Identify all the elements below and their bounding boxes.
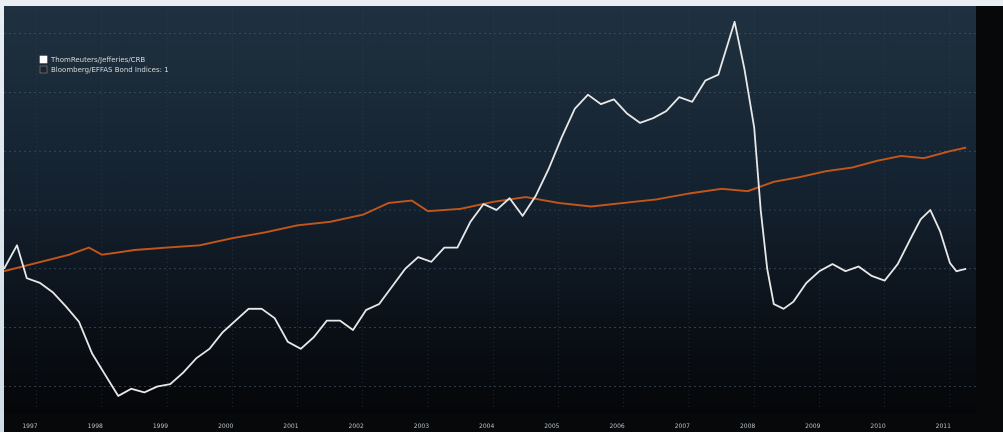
x-tick-label: 2008 xyxy=(740,423,755,430)
legend-label: ThomReuters/Jefferies/CRB xyxy=(50,56,145,64)
legend: ThomReuters/Jefferies/CRB Bloomberg/EFFAS… xyxy=(39,55,169,74)
legend-swatch xyxy=(39,65,48,74)
x-tick-label: 2010 xyxy=(870,423,885,430)
x-tick-label: 2000 xyxy=(218,423,233,430)
x-tick-label: 2011 xyxy=(936,423,951,430)
x-tick-label: 2003 xyxy=(414,423,429,430)
x-tick-label: 2007 xyxy=(675,423,690,430)
x-axis-band xyxy=(4,414,1003,432)
x-tick-label: 1997 xyxy=(22,423,37,430)
x-tick-label: 2005 xyxy=(544,423,559,430)
legend-label: Bloomberg/EFFAS Bond Indices: 1 xyxy=(51,66,169,74)
grid xyxy=(4,10,976,410)
y-axis-band xyxy=(976,6,1003,414)
x-tick-label: 2002 xyxy=(349,423,364,430)
x-axis-ticks: 1997 1998 1999 2000 2001 2002 2003 2004 2005 2006… xyxy=(22,423,951,430)
x-tick-label: 2006 xyxy=(609,423,624,430)
x-tick-label: 2004 xyxy=(479,423,494,430)
series-line-bond-index xyxy=(3,146,967,273)
series-line-commodity-index xyxy=(3,20,967,397)
x-tick-label: 1999 xyxy=(153,423,168,430)
x-tick-label: 2009 xyxy=(805,423,820,430)
legend-swatch xyxy=(39,55,48,64)
x-tick-label: 1998 xyxy=(88,423,103,430)
x-tick-label: 2001 xyxy=(283,423,298,430)
series-layer xyxy=(3,20,967,397)
